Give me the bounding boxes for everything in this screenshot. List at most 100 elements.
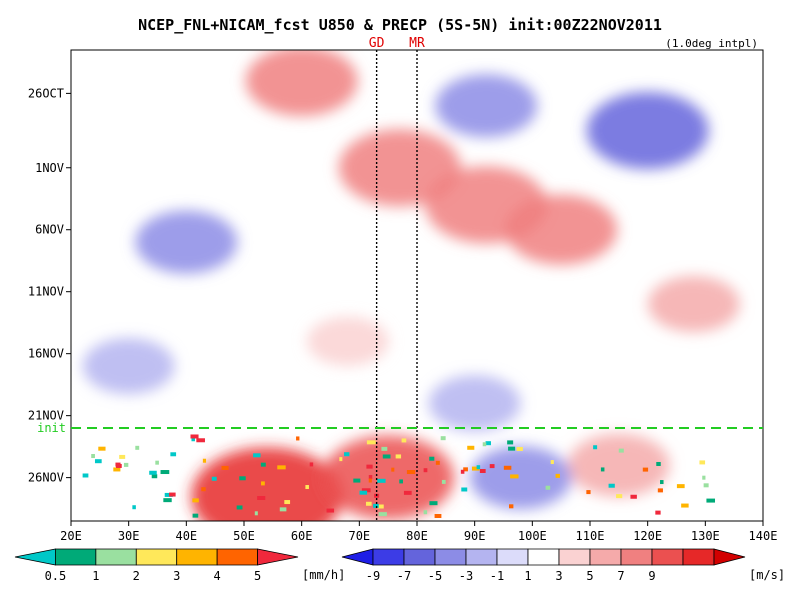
colorbar-swatch <box>135 548 178 566</box>
precip-cell <box>361 488 371 493</box>
colorbar-label: 3 <box>173 569 180 583</box>
precip-cell <box>467 445 475 450</box>
precip-cell <box>98 446 106 451</box>
precip-cell <box>253 453 261 458</box>
precip-cell <box>277 465 286 470</box>
x-tick-label: 140E <box>749 529 778 543</box>
precip-cell <box>476 465 481 470</box>
precip-cell <box>618 448 624 453</box>
u850-anomaly-blob <box>245 50 358 116</box>
precip-cell <box>164 492 173 497</box>
precip-cell <box>676 484 685 489</box>
y-tick-label: 21NOV <box>28 409 64 423</box>
precip-cell <box>479 468 486 473</box>
precip-cell <box>151 474 158 479</box>
colorbar-swatch <box>434 548 467 566</box>
init-label: init <box>37 421 66 435</box>
precip-cell <box>196 438 205 443</box>
y-tick-label: 26NOV <box>28 471 64 485</box>
chart-title: NCEP_FNL+NICAM_fcst U850 & PRECP (5S-5N)… <box>138 16 662 34</box>
precip-cell <box>365 501 372 506</box>
precip-cell <box>471 466 480 471</box>
precip-cell <box>406 470 416 475</box>
precip-cell <box>190 434 199 439</box>
u850-anomaly-blob <box>505 194 618 265</box>
precip-cell <box>660 480 664 485</box>
precip-cell <box>516 446 523 451</box>
precip-cell <box>260 462 266 467</box>
precip-cell <box>681 503 689 508</box>
colorbar-label: 5 <box>254 569 261 583</box>
u850-anomaly-blob <box>306 316 389 366</box>
precip-cell <box>366 464 373 469</box>
u850-anomaly-blob <box>469 446 572 510</box>
precip-cell <box>489 464 495 469</box>
colorbar-swatch <box>176 548 218 566</box>
precip-cell <box>642 467 649 472</box>
precip-cell <box>284 500 291 505</box>
precip-cell <box>507 440 514 445</box>
x-tick-label: 110E <box>576 529 605 543</box>
x-tick-label: 100E <box>518 529 547 543</box>
colorbar-label: 7 <box>617 569 624 583</box>
y-tick-label: 6NOV <box>35 223 64 237</box>
precip-cell <box>382 454 391 459</box>
precip-cell <box>593 445 598 450</box>
colorbar-label: 1 <box>92 569 99 583</box>
precip-cell <box>550 460 554 465</box>
colorbar-swatch <box>216 548 258 566</box>
precip-colorbar: 0.5 1 2 3 4 5 [mm/h] <box>14 548 345 583</box>
marker-label: MR <box>409 36 425 51</box>
colorbar-swatch <box>372 548 405 566</box>
precip-cell <box>91 454 95 459</box>
colorbar-label: 3 <box>555 569 562 583</box>
colorbar-label: 5 <box>586 569 593 583</box>
colorbar-label: -1 <box>490 569 504 583</box>
precip-cell <box>503 465 512 470</box>
precip-cell <box>706 498 716 503</box>
precip-cell <box>656 461 661 466</box>
u850-anomaly-blob <box>82 338 175 395</box>
x-tick-label: 120E <box>633 529 662 543</box>
precip-cell <box>391 467 395 472</box>
precip-cell <box>236 505 243 510</box>
colorbar-label: -5 <box>428 569 442 583</box>
precip-cell <box>435 460 440 465</box>
precip-cell <box>296 436 300 441</box>
u850-anomaly-blob <box>435 74 538 138</box>
colorbar-swatch <box>465 548 498 566</box>
marker-label: GD <box>369 36 385 51</box>
plot-area <box>71 50 763 521</box>
colorbar-swatch <box>589 548 622 566</box>
x-tick-label: 30E <box>118 529 140 543</box>
precip-cell <box>113 467 121 472</box>
precip-cell <box>149 470 157 475</box>
precip-cell <box>353 478 361 483</box>
precip-cell <box>123 462 129 467</box>
y-tick-label: 26OCT <box>28 86 64 100</box>
y-tick-label: 11NOV <box>28 285 64 299</box>
x-tick-label: 70E <box>348 529 370 543</box>
precip-cell <box>279 507 287 512</box>
precip-cell <box>600 467 605 472</box>
precip-field <box>82 434 716 518</box>
x-tick-label: 90E <box>464 529 486 543</box>
precip-cell <box>377 478 386 483</box>
precip-cell <box>377 504 384 509</box>
u850-anomaly-blob <box>322 435 455 520</box>
precip-cell <box>441 479 446 484</box>
colorbar-swatch <box>55 548 97 566</box>
precip-cell <box>191 437 195 442</box>
colorbar-swatch <box>527 548 560 566</box>
precip-cell <box>423 510 428 515</box>
y-tick-label: 16NOV <box>28 347 64 361</box>
precip-cell <box>403 490 412 495</box>
precip-cell <box>630 494 637 499</box>
precip-cell <box>211 476 217 481</box>
precip-cell <box>429 456 435 461</box>
precip-cell <box>254 511 258 516</box>
colorbar-swatch <box>341 548 374 566</box>
precip-cell <box>169 492 176 497</box>
precip-cell <box>545 485 551 490</box>
